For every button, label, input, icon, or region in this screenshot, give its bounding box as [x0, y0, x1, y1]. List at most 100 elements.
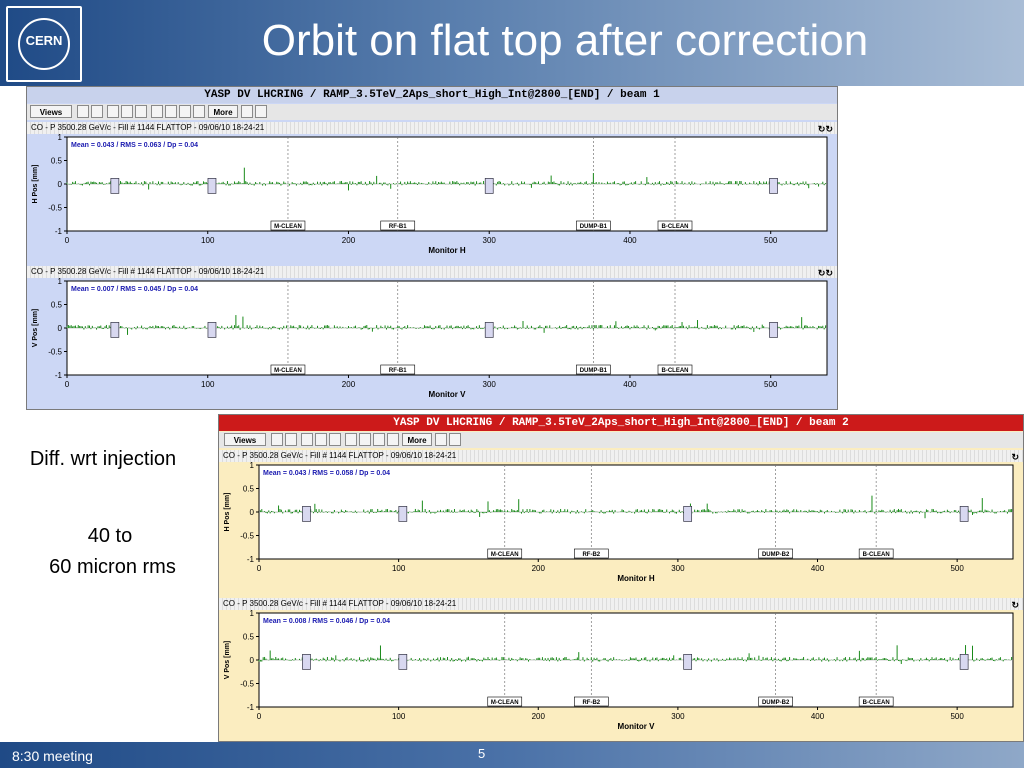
more-button[interactable]: More [208, 105, 238, 118]
monitor-box [110, 322, 120, 338]
refresh-icon[interactable]: ↻↻ [817, 124, 833, 134]
y-tick-label: 1 [250, 610, 255, 618]
marker-label: RF-B2 [582, 552, 600, 558]
x-tick-label: 500 [950, 564, 964, 573]
panel-header: CO - P 3500.28 GeV/c - Fill # 1144 FLATT… [219, 450, 1023, 462]
y-tick-label: -1 [247, 703, 255, 712]
settings-icon[interactable] [345, 433, 357, 446]
columns-4-icon[interactable] [135, 105, 147, 118]
refresh-icon[interactable]: ↻ [1011, 452, 1019, 462]
y-tick-label: -0.5 [48, 204, 62, 213]
stats-text: Mean = 0.008 / RMS = 0.046 / Dp = 0.04 [263, 618, 390, 625]
blank-icon[interactable] [179, 105, 191, 118]
y-tick-label: 0.5 [51, 157, 63, 166]
more-label: More [213, 108, 233, 117]
toolbar-beam2: Views More [219, 432, 1023, 448]
x-tick-label: 100 [392, 712, 406, 721]
marker-label: RF-B2 [582, 700, 600, 706]
views-button[interactable]: Views [30, 105, 72, 118]
layout-icon[interactable] [91, 105, 103, 118]
x-tick-label: 100 [392, 564, 406, 573]
panel-beam1-v: CO - P 3500.28 GeV/c - Fill # 1144 FLATT… [27, 266, 837, 409]
stats-text: Mean = 0.043 / RMS = 0.058 / Dp = 0.04 [263, 470, 390, 477]
x-tick-label: 400 [811, 564, 825, 573]
toolbar-beam1: Views More [27, 104, 837, 120]
x-tick-label: 400 [623, 380, 637, 389]
monitor-box [398, 654, 408, 670]
grid-icon[interactable] [77, 105, 89, 118]
y-tick-label: 0.5 [51, 301, 63, 310]
x-tick-label: 500 [764, 380, 778, 389]
x-tick-label: 100 [201, 236, 215, 245]
cern-logo-text: CERN [25, 33, 63, 48]
panel-header: CO - P 3500.28 GeV/c - Fill # 1144 FLATT… [27, 122, 837, 134]
columns-3-icon[interactable] [121, 105, 133, 118]
marker-label: M-CLEAN [274, 224, 302, 230]
export-icon[interactable] [241, 105, 253, 118]
columns-icon[interactable] [301, 433, 313, 446]
side-text-rms-line1: 40 to [87, 525, 133, 547]
marker-box [657, 364, 693, 375]
settings-icon[interactable] [151, 105, 163, 118]
list-icon[interactable] [193, 105, 205, 118]
table-icon[interactable] [359, 433, 371, 446]
export-icon[interactable] [435, 433, 447, 446]
stats-text: Mean = 0.043 / RMS = 0.063 / Dp = 0.04 [71, 142, 198, 149]
panel-beam1-h: CO - P 3500.28 GeV/c - Fill # 1144 FLATT… [27, 122, 837, 265]
list-icon[interactable] [387, 433, 399, 446]
x-axis-label: Monitor V [618, 722, 656, 731]
marker-box [380, 220, 416, 231]
y-tick-label: -0.5 [240, 532, 254, 541]
yasp-window-beam1: YASP DV LHCRING / RAMP_3.5TeV_2Aps_short… [26, 86, 838, 410]
marker-label: B-CLEAN [863, 552, 890, 558]
window-title-beam2: YASP DV LHCRING / RAMP_3.5TeV_2Aps_short… [219, 415, 1023, 431]
x-tick-label: 500 [764, 236, 778, 245]
marker-label: B-CLEAN [662, 368, 689, 374]
monitor-box [959, 654, 969, 670]
page-number: 5 [478, 746, 486, 761]
marker-box [270, 220, 306, 231]
more-button[interactable]: More [402, 433, 432, 446]
y-tick-label: 0 [58, 324, 63, 333]
y-tick-label: 0 [250, 508, 255, 517]
refresh-icon[interactable]: ↻ [1011, 600, 1019, 610]
columns-icon[interactable] [107, 105, 119, 118]
blank-icon[interactable] [373, 433, 385, 446]
marker-label: DUMP-B2 [762, 552, 790, 558]
panel-header-text: CO - P 3500.28 GeV/c - Fill # 1144 FLATT… [223, 599, 457, 608]
print-icon[interactable] [449, 433, 461, 446]
panel-header-text: CO - P 3500.28 GeV/c - Fill # 1144 FLATT… [31, 123, 265, 132]
x-tick-label: 300 [483, 236, 497, 245]
x-tick-label: 0 [65, 236, 70, 245]
y-axis-label: V Pos [mm] [224, 641, 231, 680]
print-icon[interactable] [255, 105, 267, 118]
marker-label: B-CLEAN [863, 700, 890, 706]
x-axis-label: Monitor V [429, 390, 467, 399]
x-tick-label: 200 [532, 712, 546, 721]
table-icon[interactable] [165, 105, 177, 118]
y-tick-label: 0 [58, 180, 63, 189]
x-tick-label: 0 [65, 380, 70, 389]
views-button[interactable]: Views [224, 433, 266, 446]
monitor-box [484, 322, 494, 338]
x-tick-label: 400 [811, 712, 825, 721]
marker-label: DUMP-B1 [580, 368, 608, 374]
columns-4-icon[interactable] [329, 433, 341, 446]
monitor-box [769, 178, 778, 194]
grid-icon[interactable] [271, 433, 283, 446]
columns-3-icon[interactable] [315, 433, 327, 446]
y-tick-label: -0.5 [48, 348, 62, 357]
marker-label: M-CLEAN [491, 552, 519, 558]
monitor-box [683, 654, 693, 670]
refresh-icon[interactable]: ↻↻ [817, 268, 833, 278]
x-tick-label: 0 [257, 712, 262, 721]
x-axis-label: Monitor H [428, 246, 466, 255]
panel-beam2-v: CO - P 3500.28 GeV/c - Fill # 1144 FLATT… [219, 598, 1023, 741]
y-tick-label: 1 [58, 278, 63, 286]
y-tick-label: -1 [247, 555, 255, 564]
monitor-box [302, 506, 311, 522]
x-tick-label: 300 [671, 564, 685, 573]
panel-header-text: CO - P 3500.28 GeV/c - Fill # 1144 FLATT… [31, 267, 265, 276]
layout-icon[interactable] [285, 433, 297, 446]
